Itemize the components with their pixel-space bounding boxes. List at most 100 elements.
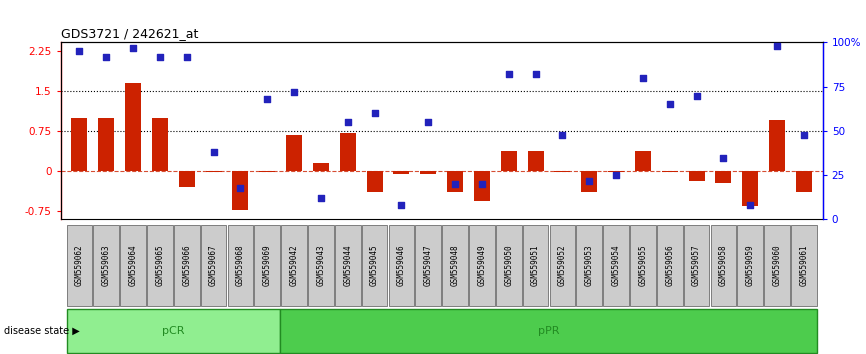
Point bbox=[288, 89, 301, 95]
Text: GSM559050: GSM559050 bbox=[504, 245, 514, 286]
Bar bbox=[443, 225, 468, 306]
Bar bbox=[604, 225, 629, 306]
Bar bbox=[420, 171, 436, 174]
Bar bbox=[201, 225, 226, 306]
Bar bbox=[474, 171, 490, 201]
Bar bbox=[635, 151, 651, 171]
Bar bbox=[178, 171, 195, 187]
Bar bbox=[796, 171, 812, 192]
Bar bbox=[228, 225, 253, 306]
Point bbox=[555, 132, 569, 137]
Text: pPR: pPR bbox=[539, 326, 559, 336]
Point bbox=[448, 181, 462, 187]
Point bbox=[689, 93, 703, 98]
Bar bbox=[657, 225, 682, 306]
Text: GDS3721 / 242621_at: GDS3721 / 242621_at bbox=[61, 27, 198, 40]
Point bbox=[475, 181, 488, 187]
Point bbox=[797, 132, 811, 137]
Text: GSM559069: GSM559069 bbox=[262, 245, 272, 286]
Bar bbox=[688, 171, 705, 181]
Text: GSM559065: GSM559065 bbox=[155, 245, 165, 286]
Point bbox=[314, 195, 328, 201]
Text: GSM559057: GSM559057 bbox=[692, 245, 701, 286]
Text: GSM559064: GSM559064 bbox=[128, 245, 138, 286]
Point bbox=[395, 202, 409, 208]
Point bbox=[716, 155, 730, 160]
Text: GSM559054: GSM559054 bbox=[611, 245, 621, 286]
Point bbox=[234, 185, 248, 190]
Text: GSM559061: GSM559061 bbox=[799, 245, 809, 286]
Bar bbox=[308, 225, 333, 306]
Text: GSM559052: GSM559052 bbox=[558, 245, 567, 286]
Bar bbox=[447, 171, 463, 192]
Point bbox=[341, 119, 355, 125]
Bar bbox=[469, 225, 494, 306]
Bar bbox=[523, 225, 548, 306]
Bar bbox=[393, 171, 410, 174]
Bar bbox=[496, 225, 521, 306]
Bar bbox=[764, 225, 790, 306]
Bar bbox=[527, 151, 544, 171]
Bar bbox=[125, 83, 141, 171]
Bar bbox=[791, 225, 817, 306]
Bar bbox=[232, 171, 249, 210]
Text: GSM559051: GSM559051 bbox=[531, 245, 540, 286]
Bar bbox=[152, 118, 168, 171]
Point bbox=[662, 102, 676, 107]
Bar bbox=[662, 171, 678, 172]
Bar bbox=[737, 225, 763, 306]
Point bbox=[180, 54, 194, 59]
Text: GSM559056: GSM559056 bbox=[665, 245, 675, 286]
Bar bbox=[683, 225, 709, 306]
Text: GSM559060: GSM559060 bbox=[772, 245, 782, 286]
Bar bbox=[94, 225, 120, 306]
Bar bbox=[71, 118, 87, 171]
Text: GSM559044: GSM559044 bbox=[343, 245, 352, 286]
Text: GSM559062: GSM559062 bbox=[74, 245, 84, 286]
Point bbox=[609, 172, 623, 178]
Bar bbox=[339, 133, 356, 171]
Bar bbox=[255, 225, 280, 306]
Text: GSM559046: GSM559046 bbox=[397, 245, 406, 286]
Text: GSM559053: GSM559053 bbox=[585, 245, 594, 286]
Text: GSM559043: GSM559043 bbox=[316, 245, 326, 286]
Bar bbox=[710, 225, 736, 306]
Bar bbox=[335, 225, 360, 306]
Point bbox=[153, 54, 167, 59]
Bar bbox=[98, 118, 114, 171]
Point bbox=[636, 75, 650, 81]
Bar bbox=[577, 225, 602, 306]
Bar bbox=[205, 171, 222, 172]
Text: GSM559063: GSM559063 bbox=[101, 245, 111, 286]
Bar bbox=[366, 171, 383, 192]
Text: disease state ▶: disease state ▶ bbox=[4, 326, 80, 336]
Text: GSM559059: GSM559059 bbox=[746, 245, 755, 286]
Bar bbox=[416, 225, 441, 306]
Bar bbox=[501, 151, 517, 171]
Bar bbox=[120, 225, 146, 306]
Text: GSM559045: GSM559045 bbox=[370, 245, 379, 286]
Text: GSM559055: GSM559055 bbox=[638, 245, 648, 286]
Bar bbox=[550, 225, 575, 306]
Bar bbox=[280, 309, 817, 353]
Text: GSM559048: GSM559048 bbox=[450, 245, 460, 286]
Point bbox=[770, 43, 784, 49]
Bar bbox=[67, 309, 280, 353]
Text: GSM559068: GSM559068 bbox=[236, 245, 245, 286]
Text: GSM559047: GSM559047 bbox=[423, 245, 433, 286]
Bar bbox=[259, 171, 275, 172]
Bar bbox=[174, 225, 200, 306]
Bar bbox=[742, 171, 759, 206]
Bar bbox=[769, 120, 785, 171]
Text: GSM559058: GSM559058 bbox=[719, 245, 728, 286]
Point bbox=[261, 96, 275, 102]
Bar bbox=[554, 171, 571, 172]
Text: pCR: pCR bbox=[162, 326, 184, 336]
Point bbox=[501, 72, 515, 77]
Bar bbox=[281, 225, 307, 306]
Point bbox=[100, 54, 113, 59]
Text: GSM559042: GSM559042 bbox=[289, 245, 299, 286]
Bar bbox=[286, 135, 302, 171]
Point bbox=[368, 110, 382, 116]
Bar bbox=[147, 225, 173, 306]
